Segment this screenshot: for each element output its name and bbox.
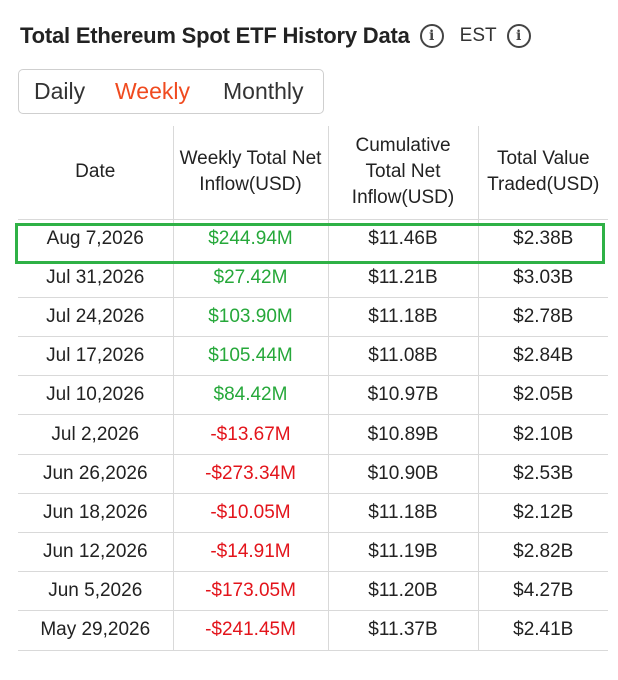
cell-cumulative-inflow: $11.18B <box>327 297 478 338</box>
timezone-label: EST <box>459 25 497 46</box>
cell-date: Jul 10,2026 <box>18 375 173 416</box>
table-row[interactable]: Jun 18,2026 -$10.05M $11.18B $2.12B <box>18 493 608 534</box>
cell-total-traded: $2.10B <box>477 414 608 455</box>
table-header-row: Date Weekly Total Net Inflow(USD) Cumula… <box>18 126 608 220</box>
tab-weekly[interactable]: Weekly <box>115 78 190 104</box>
cell-date: Jul 24,2026 <box>18 297 173 338</box>
timezone-info-icon[interactable]: i <box>506 24 531 48</box>
cell-total-traded: $2.82B <box>477 532 608 573</box>
period-tabs: Daily Weekly Monthly <box>18 69 324 114</box>
cell-weekly-inflow: $103.90M <box>172 297 328 338</box>
cell-date: Jun 12,2026 <box>18 532 173 573</box>
cell-total-traded: $2.84B <box>477 336 608 377</box>
cell-cumulative-inflow: $11.46B <box>327 219 478 259</box>
tab-daily[interactable]: Daily <box>34 78 86 104</box>
cell-cumulative-inflow: $11.21B <box>327 258 478 298</box>
cell-date: Jul 31,2026 <box>18 258 173 298</box>
cell-weekly-inflow: -$273.34M <box>172 454 328 494</box>
table-row[interactable]: May 29,2026 -$241.45M $11.37B $2.41B <box>18 610 608 651</box>
cell-cumulative-inflow: $11.20B <box>327 571 478 612</box>
table-row[interactable]: Aug 7,2026 $244.94M $11.46B $2.38B <box>18 219 608 259</box>
tab-monthly[interactable]: Monthly <box>223 78 304 104</box>
cell-total-traded: $2.53B <box>477 454 608 494</box>
column-header-weekly-inflow: Weekly Total Net Inflow(USD) <box>172 126 328 220</box>
cell-weekly-inflow: -$173.05M <box>172 571 328 612</box>
cell-cumulative-inflow: $10.97B <box>327 375 478 416</box>
cell-cumulative-inflow: $10.90B <box>327 454 478 494</box>
cell-total-traded: $3.03B <box>477 258 608 298</box>
cell-cumulative-inflow: $11.37B <box>327 610 478 651</box>
cell-total-traded: $2.78B <box>477 297 608 338</box>
table-row[interactable]: Jul 24,2026 $103.90M $11.18B $2.78B <box>18 297 608 338</box>
cell-date: Jun 26,2026 <box>18 454 173 494</box>
etf-history-table: Date Weekly Total Net Inflow(USD) Cumula… <box>18 126 608 651</box>
cell-total-traded: $2.05B <box>477 375 608 416</box>
table-row[interactable]: Jun 12,2026 -$14.91M $11.19B $2.82B <box>18 532 608 573</box>
cell-cumulative-inflow: $11.19B <box>327 532 478 573</box>
table-row[interactable]: Jul 31,2026 $27.42M $11.21B $3.03B <box>18 258 608 298</box>
cell-cumulative-inflow: $11.08B <box>327 336 478 377</box>
cell-weekly-inflow: $27.42M <box>172 258 328 298</box>
column-header-cumulative-inflow: Cumulative Total Net Inflow(USD) <box>327 126 478 220</box>
cell-date: Jul 17,2026 <box>18 336 173 377</box>
page-header: Total Ethereum Spot ETF History Data i E… <box>20 20 531 52</box>
cell-date: Jun 5,2026 <box>18 571 173 612</box>
cell-weekly-inflow: -$14.91M <box>172 532 328 573</box>
column-header-date: Date <box>18 126 173 220</box>
table-row[interactable]: Jul 17,2026 $105.44M $11.08B $2.84B <box>18 336 608 377</box>
cell-date: Aug 7,2026 <box>46 227 144 249</box>
table-row[interactable]: Jun 5,2026 -$173.05M $11.20B $4.27B <box>18 571 608 612</box>
cell-weekly-inflow: -$10.05M <box>172 493 328 534</box>
page-title: Total Ethereum Spot ETF History Data <box>20 23 410 48</box>
cell-cumulative-inflow: $10.89B <box>327 414 478 455</box>
cell-weekly-inflow: $105.44M <box>172 336 328 377</box>
cell-date: Jul 2,2026 <box>18 414 173 455</box>
table-row[interactable]: Jul 10,2026 $84.42M $10.97B $2.05B <box>18 375 608 416</box>
cell-weekly-inflow: -$13.67M <box>172 414 328 455</box>
table-row[interactable]: Jul 2,2026 -$13.67M $10.89B $2.10B <box>18 414 608 455</box>
cell-cumulative-inflow: $11.18B <box>327 493 478 534</box>
cell-total-traded: $2.38B <box>477 219 608 259</box>
cell-total-traded: $4.27B <box>477 571 608 612</box>
cell-weekly-inflow: $84.42M <box>172 375 328 416</box>
cell-date: Jun 18,2026 <box>18 493 173 534</box>
table-row[interactable]: Jun 26,2026 -$273.34M $10.90B $2.53B <box>18 454 608 494</box>
cell-weekly-inflow: -$241.45M <box>172 610 328 651</box>
cell-weekly-inflow: $244.94M <box>172 219 328 259</box>
cell-date: May 29,2026 <box>18 610 173 651</box>
cell-total-traded: $2.12B <box>477 493 608 534</box>
column-header-total-traded: Total Value Traded(USD) <box>477 126 608 220</box>
info-icon[interactable]: i <box>419 24 444 48</box>
cell-total-traded: $2.41B <box>477 610 608 651</box>
